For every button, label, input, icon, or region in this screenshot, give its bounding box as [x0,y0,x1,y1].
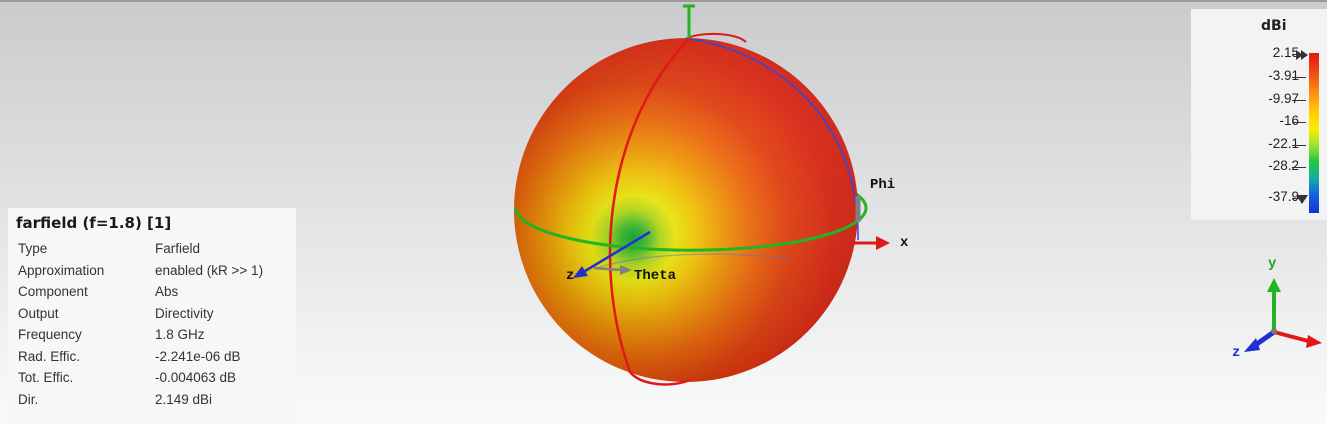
legend-tick [1292,77,1306,78]
axis-z-line [579,230,651,276]
z-axis-label: z [566,268,575,284]
info-row-frequency: Frequency 1.8 GHz [18,327,205,343]
farfield-title: farfield (f=1.8) [1] [16,214,172,232]
phi-ring-front [514,207,868,252]
legend-tick [1292,100,1306,101]
blue-meridian-lower [595,253,791,269]
triad-z-label: z [1232,345,1241,361]
theta-arrowhead [620,265,632,275]
legend-label-4: -16 [1279,113,1299,128]
legend-min-marker-icon[interactable] [1295,193,1311,205]
info-row-dir: Dir. 2.149 dBi [18,391,213,407]
sphere-shading [514,38,858,382]
legend-label-2: -3.91 [1268,68,1299,83]
x-axis-label: x [900,235,909,251]
legend-tick [1292,167,1306,168]
legend-max-marker-icon[interactable] [1295,49,1311,61]
info-row-tot-effic: Tot. Effic. -0.004063 dB [18,370,237,386]
info-row-type: Type Farfield [18,241,201,257]
legend-label-5: -22.1 [1268,136,1299,151]
legend-tick [1292,122,1306,123]
theta-direction-arrow [593,266,623,272]
orientation-triad[interactable] [1244,278,1322,352]
legend-color-bar [1309,53,1319,213]
info-row-approximation: Approximation enabled (kR >> 1) [18,262,264,278]
farfield-info-panel: farfield (f=1.8) [1] Type Farfield Approx… [8,208,296,424]
legend-label-max: 2.15 [1272,45,1299,60]
phi-label: Phi [870,177,896,193]
triad-y-label: y [1268,256,1277,272]
legend-label-min: -37.9 [1268,189,1299,204]
info-row-output: Output Directivity [18,305,214,321]
info-row-component: Component Abs [18,284,179,300]
legend-unit-title: dBi [1261,18,1287,34]
theta-ring [608,37,691,386]
legend-tick [1292,145,1306,146]
axis-x-arrowhead [876,236,890,250]
info-row-rad-effic: Rad. Effic. -2.241e-06 dB [18,348,241,364]
color-scale-legend[interactable]: dBi 2.15 -3.91 -9.97 -16 -22.1 -28.2 -37… [1191,9,1327,220]
theta-label: Theta [634,268,677,284]
blue-meridian-curve [685,37,859,241]
legend-label-6: -28.2 [1268,158,1299,173]
legend-label-3: -9.97 [1268,91,1299,106]
theta-ring-top [687,32,747,43]
axis-z-arrowhead [573,266,588,278]
viewport-top-border [0,0,1327,2]
